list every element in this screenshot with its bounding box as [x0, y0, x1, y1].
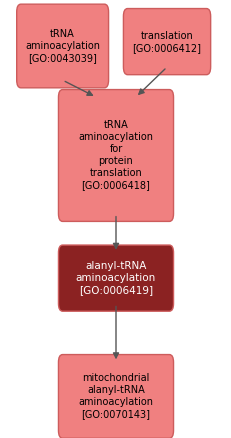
FancyBboxPatch shape: [58, 90, 173, 222]
Text: mitochondrial
alanyl-tRNA
aminoacylation
[GO:0070143]: mitochondrial alanyl-tRNA aminoacylation…: [78, 373, 153, 420]
Text: alanyl-tRNA
aminoacylation
[GO:0006419]: alanyl-tRNA aminoacylation [GO:0006419]: [76, 261, 155, 295]
Text: translation
[GO:0006412]: translation [GO:0006412]: [132, 31, 201, 53]
FancyBboxPatch shape: [58, 245, 173, 311]
FancyBboxPatch shape: [123, 9, 210, 74]
FancyBboxPatch shape: [58, 355, 173, 438]
Text: tRNA
aminoacylation
for
protein
translation
[GO:0006418]: tRNA aminoacylation for protein translat…: [78, 120, 153, 191]
FancyBboxPatch shape: [17, 4, 108, 88]
Text: tRNA
aminoacylation
[GO:0043039]: tRNA aminoacylation [GO:0043039]: [25, 29, 100, 63]
